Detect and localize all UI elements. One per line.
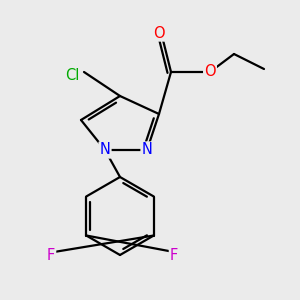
Text: O: O	[204, 64, 216, 80]
Text: N: N	[142, 142, 152, 158]
Text: O: O	[153, 26, 165, 40]
Text: F: F	[170, 248, 178, 262]
Text: Cl: Cl	[65, 68, 79, 82]
Text: F: F	[47, 248, 55, 262]
Text: N: N	[100, 142, 110, 158]
